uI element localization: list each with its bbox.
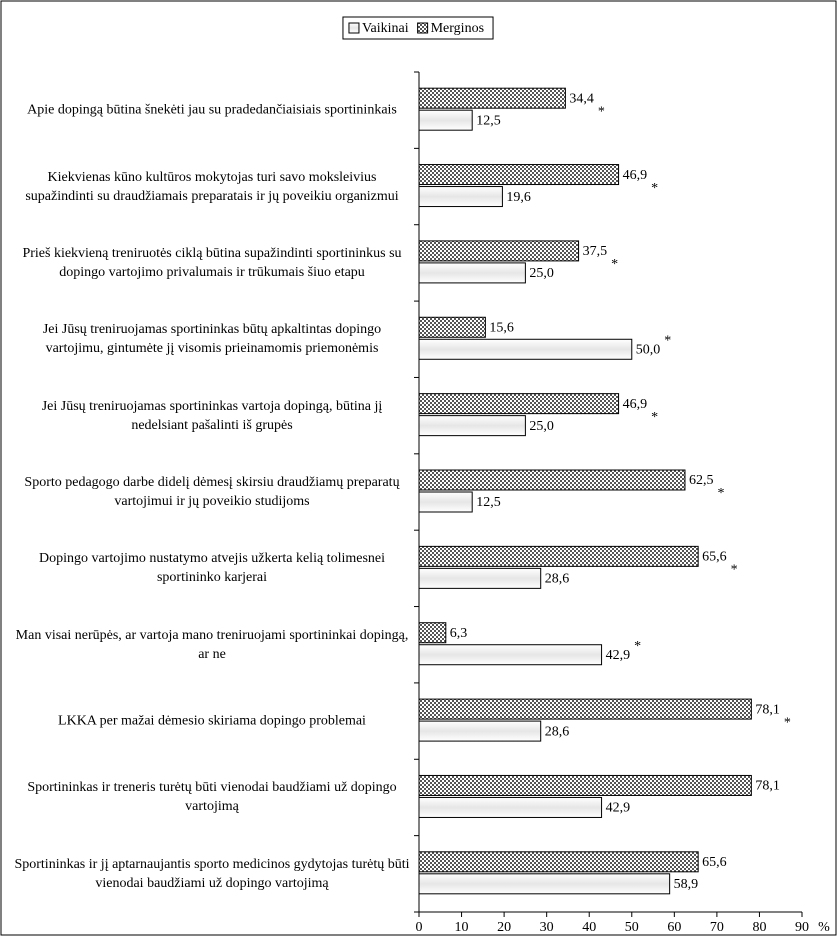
bar bbox=[418, 567, 542, 589]
x-tick-label: 50 bbox=[625, 920, 639, 935]
bar bbox=[418, 393, 620, 415]
value-label: 12,5 bbox=[476, 113, 501, 128]
value-label: 34,4 bbox=[569, 91, 594, 106]
bar bbox=[418, 491, 473, 513]
significance-mark: * bbox=[634, 639, 641, 654]
category-label: Prieš kiekvieną treniruotės ciklą būtina… bbox=[22, 245, 402, 280]
bar bbox=[418, 338, 633, 360]
category-label: Sportininkas ir treneris turėtų būti vie… bbox=[27, 780, 397, 815]
bar bbox=[418, 720, 542, 742]
bar bbox=[418, 469, 686, 491]
value-label: 42,9 bbox=[606, 648, 631, 663]
bar bbox=[418, 851, 699, 873]
value-label: 46,9 bbox=[623, 397, 648, 412]
x-tick-label: 20 bbox=[497, 920, 511, 935]
x-tick-label: 80 bbox=[752, 920, 766, 935]
bar bbox=[418, 262, 526, 284]
value-label: 25,0 bbox=[529, 419, 554, 434]
bar bbox=[418, 545, 699, 567]
category-label: Man visai nerūpės, ar vartoja mano treni… bbox=[15, 627, 409, 662]
value-label: 65,6 bbox=[702, 550, 727, 565]
bar bbox=[418, 873, 671, 895]
significance-mark: * bbox=[651, 410, 658, 425]
x-tick-label: 90 bbox=[795, 920, 809, 935]
value-label: 78,1 bbox=[755, 779, 780, 794]
value-label: 6,3 bbox=[450, 626, 468, 641]
x-tick-label: 10 bbox=[455, 920, 469, 935]
legend-label: Merginos bbox=[431, 21, 484, 36]
bar bbox=[418, 698, 752, 720]
significance-mark: * bbox=[731, 563, 738, 578]
bar bbox=[418, 796, 603, 818]
category-label: Sporto pedagogo darbe didelį dėmesį skir… bbox=[24, 475, 400, 509]
bar bbox=[418, 415, 526, 437]
value-label: 25,0 bbox=[529, 266, 554, 281]
value-label: 15,6 bbox=[489, 320, 514, 335]
value-label: 28,6 bbox=[545, 724, 570, 739]
value-label: 58,9 bbox=[674, 877, 699, 892]
legend-label: Vaikinai bbox=[362, 21, 409, 36]
significance-mark: * bbox=[611, 257, 618, 272]
category-label: LKKA per mažai dėmesio skiriama dopingo … bbox=[58, 713, 366, 729]
x-tick-label: 70 bbox=[710, 920, 724, 935]
category-label: Kiekvienas kūno kultūros mokytojas turi … bbox=[25, 169, 399, 204]
value-label: 28,6 bbox=[545, 572, 570, 587]
category-label: Apie dopingą būtina šnekėti jau su prade… bbox=[27, 102, 397, 118]
x-tick-label: 40 bbox=[582, 920, 596, 935]
significance-mark: * bbox=[651, 181, 658, 196]
bar bbox=[418, 186, 503, 208]
value-label: 78,1 bbox=[755, 702, 780, 717]
value-label: 46,9 bbox=[623, 168, 648, 183]
bar bbox=[418, 164, 620, 186]
bar bbox=[418, 109, 473, 131]
bar bbox=[418, 774, 752, 796]
bar bbox=[418, 316, 486, 338]
value-label: 19,6 bbox=[506, 190, 531, 205]
legend-swatch bbox=[417, 22, 429, 34]
legend-swatch bbox=[348, 22, 360, 34]
bar bbox=[418, 240, 580, 262]
value-label: 62,5 bbox=[689, 473, 714, 488]
value-label: 50,0 bbox=[636, 342, 661, 357]
x-tick-label: 0 bbox=[416, 920, 423, 935]
bar bbox=[418, 622, 447, 644]
x-tick-label: 60 bbox=[667, 920, 681, 935]
x-tick-label: 30 bbox=[540, 920, 554, 935]
category-label: Sportininkas ir jį aptarnaujantis sporto… bbox=[14, 856, 410, 891]
category-label: Jei Jūsų treniruojamas sportininkas būtų… bbox=[42, 322, 382, 357]
category-label: Jei Jūsų treniruojamas sportininkas vart… bbox=[41, 398, 383, 433]
significance-mark: * bbox=[598, 104, 605, 119]
x-axis-label: % bbox=[818, 920, 830, 935]
value-label: 42,9 bbox=[606, 801, 631, 816]
value-label: 37,5 bbox=[583, 244, 608, 259]
bar bbox=[418, 87, 566, 109]
bar bbox=[418, 644, 603, 666]
value-label: 65,6 bbox=[702, 855, 727, 870]
significance-mark: * bbox=[717, 486, 724, 501]
value-label: 12,5 bbox=[476, 495, 501, 510]
category-label: Dopingo vartojimo nustatymo atvejis užke… bbox=[38, 551, 386, 586]
significance-mark: * bbox=[784, 715, 791, 730]
significance-mark: * bbox=[664, 333, 671, 348]
